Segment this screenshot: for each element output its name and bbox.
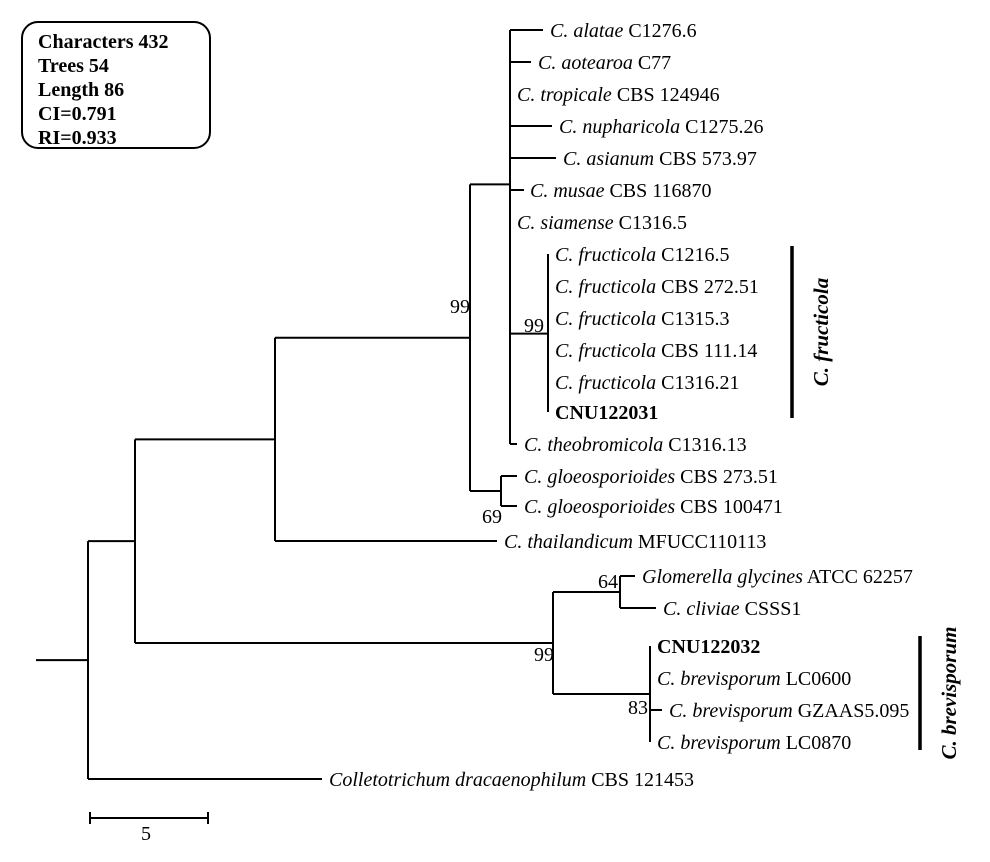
scale-label: 5 [141, 823, 151, 845]
taxon-label: C. cliviae CSSS1 [663, 598, 801, 620]
taxon-label: C. theobromicola C1316.13 [524, 434, 747, 456]
taxon-label: C. brevisporum GZAAS5.095 [669, 700, 909, 722]
taxon-label: C. fructicola C1316.21 [555, 372, 739, 394]
clade-label: C. brevisporum [937, 626, 961, 759]
taxon-label: C. alatae C1276.6 [550, 20, 697, 42]
taxon-label: CNU122031 [555, 402, 658, 424]
stats-line: CI=0.791 [38, 103, 117, 125]
taxon-label: C. asianum CBS 573.97 [563, 148, 757, 170]
taxon-label: C. brevisporum LC0600 [657, 668, 851, 690]
taxon-label: C. tropicale CBS 124946 [517, 84, 720, 106]
taxon-label: C. aotearoa C77 [538, 52, 671, 74]
stats-line: Trees 54 [38, 55, 109, 77]
taxon-label: CNU122032 [657, 636, 760, 658]
stats-line: Characters 432 [38, 31, 169, 53]
support-value: 83 [628, 697, 648, 719]
taxon-label: C. fructicola C1315.3 [555, 308, 729, 330]
taxon-label: C. gloeosporioides CBS 100471 [524, 496, 783, 518]
support-value: 99 [450, 296, 470, 318]
taxon-label: C. gloeosporioides CBS 273.51 [524, 466, 778, 488]
support-value: 64 [598, 571, 618, 593]
taxon-label: C. musae CBS 116870 [530, 180, 712, 202]
taxon-label: C. brevisporum LC0870 [657, 732, 851, 754]
taxon-label: C. siamense C1316.5 [517, 212, 687, 234]
stats-line: RI=0.933 [38, 127, 117, 149]
taxon-label: Glomerella glycines ATCC 62257 [642, 566, 913, 588]
support-value: 69 [482, 506, 502, 528]
stats-line: Length 86 [38, 79, 124, 101]
taxon-label: Colletotrichum dracaenophilum CBS 121453 [329, 769, 694, 791]
clade-label: C. fructicola [809, 278, 833, 387]
support-value: 99 [524, 315, 544, 337]
taxon-label: C. fructicola CBS 272.51 [555, 276, 759, 298]
taxon-label: C. nupharicola C1275.26 [559, 116, 763, 138]
taxon-label: C. thailandicum MFUCC110113 [504, 531, 766, 553]
support-value: 99 [534, 644, 554, 666]
taxon-label: C. fructicola C1216.5 [555, 244, 729, 266]
taxon-label: C. fructicola CBS 111.14 [555, 340, 757, 362]
